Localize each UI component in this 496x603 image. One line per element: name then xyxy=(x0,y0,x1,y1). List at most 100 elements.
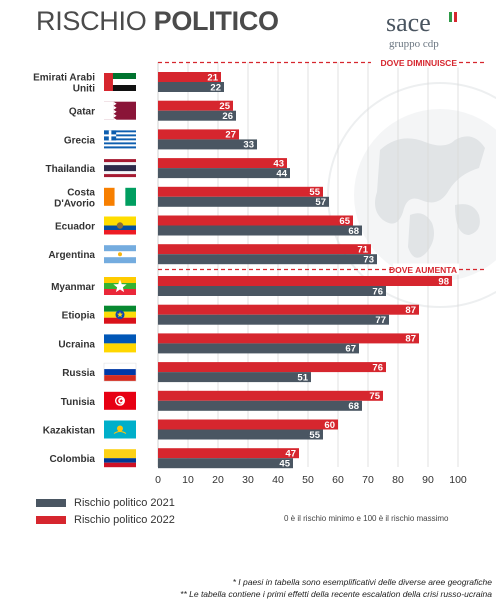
category-label: Uniti xyxy=(73,84,95,95)
uae-flag-icon xyxy=(104,73,136,91)
bar-2021 xyxy=(158,168,290,179)
x-tick-label: 90 xyxy=(422,474,434,486)
bar-2022 xyxy=(158,72,221,82)
bar-2021 xyxy=(158,343,359,354)
x-tick-label: 0 xyxy=(155,474,161,486)
thailand-flag-icon xyxy=(104,159,136,178)
bar-2021 xyxy=(158,314,389,325)
bar-2022 xyxy=(158,276,452,286)
category-label: D'Avorio xyxy=(54,198,95,209)
scale-note: 0 è il rischio minimo e 100 è il rischio… xyxy=(284,514,449,523)
value-label-2022: 65 xyxy=(339,216,350,227)
bar-2021 xyxy=(158,429,323,440)
value-label-2021: 51 xyxy=(297,372,308,383)
bar-2022 xyxy=(158,100,233,111)
bar-2021 xyxy=(158,372,311,383)
logo-sub: gruppo cdp xyxy=(389,38,439,50)
cote-divoire-flag-icon xyxy=(104,187,136,206)
legend-swatch-2021 xyxy=(36,499,66,507)
qatar-flag-icon xyxy=(104,101,136,122)
value-label-2022: 76 xyxy=(372,362,383,373)
bar-2021 xyxy=(158,225,362,236)
bar-2022 xyxy=(158,158,287,169)
category-label: Myanmar xyxy=(51,282,95,293)
bar-2021 xyxy=(158,254,377,265)
title-light: RISCHIO xyxy=(36,6,154,36)
bar-2021 xyxy=(158,139,257,150)
category-label: Grecia xyxy=(64,135,96,146)
value-label-2021: 68 xyxy=(348,401,359,412)
value-label-2021: 77 xyxy=(375,315,386,326)
section-label-bg xyxy=(393,263,459,275)
greece-flag-icon xyxy=(104,130,136,149)
legend-2022: Rischio politico 2022 xyxy=(36,514,175,526)
category-label: Costa xyxy=(67,187,95,198)
value-label-2021: 22 xyxy=(210,82,221,93)
bar-2021 xyxy=(158,400,362,411)
bar-2022 xyxy=(158,448,299,459)
value-label-2022: 87 xyxy=(405,334,416,345)
value-label-2021: 68 xyxy=(348,226,359,237)
legend-swatch-2022 xyxy=(36,516,66,524)
tunisia-flag-icon xyxy=(104,391,136,410)
category-label: Colombia xyxy=(49,454,95,465)
ecuador-flag-icon xyxy=(104,216,136,235)
value-label-2021: 55 xyxy=(309,430,320,441)
logo-brand: sace xyxy=(386,8,431,37)
bar-2021 xyxy=(158,196,329,207)
value-label-2022: 43 xyxy=(273,158,284,169)
value-label-2022: 60 xyxy=(324,420,335,431)
ukraine-flag-icon xyxy=(104,334,136,353)
category-label: Thailandia xyxy=(46,164,96,175)
italy-flag-icon xyxy=(449,12,458,22)
bar-2022 xyxy=(158,129,239,140)
x-tick-label: 70 xyxy=(362,474,374,486)
x-tick-label: 100 xyxy=(449,474,467,486)
category-label: Ecuador xyxy=(55,222,95,233)
bar-2022 xyxy=(158,304,419,315)
bar-2022 xyxy=(158,390,383,401)
bar-2022 xyxy=(158,244,371,255)
x-tick-label: 80 xyxy=(392,474,404,486)
bar-2021 xyxy=(158,458,293,469)
globe-decoration xyxy=(327,82,496,308)
chart-title: RISCHIO POLITICO xyxy=(36,6,279,37)
bar-2022 xyxy=(158,215,353,226)
category-label: Argentina xyxy=(48,250,95,261)
section-label: DOVE DIMINUISCE xyxy=(380,58,457,68)
value-label-2022: 71 xyxy=(357,245,368,256)
value-label-2022: 98 xyxy=(438,276,449,287)
title-bold: POLITICO xyxy=(153,6,279,36)
bar-2022 xyxy=(158,333,419,344)
bar-2022 xyxy=(158,419,338,430)
footnote-2: ** Le tabella contiene i primi effetti d… xyxy=(180,589,492,599)
section-label-bg xyxy=(371,56,459,68)
bar-2022 xyxy=(158,362,386,373)
russia-flag-icon xyxy=(103,362,137,382)
section-label: DOVE AUMENTA xyxy=(389,265,457,275)
value-label-2021: 33 xyxy=(243,140,254,151)
continents-shape xyxy=(375,136,485,258)
value-label-2022: 87 xyxy=(405,305,416,316)
bar-2022 xyxy=(158,186,323,197)
legend-2021: Rischio politico 2021 xyxy=(36,497,175,509)
value-label-2021: 76 xyxy=(372,286,383,297)
bar-2021 xyxy=(158,110,236,121)
value-label-2022: 25 xyxy=(219,101,230,112)
value-label-2022: 55 xyxy=(309,187,320,198)
x-tick-label: 60 xyxy=(332,474,344,486)
x-tick-label: 50 xyxy=(302,474,314,486)
value-label-2022: 75 xyxy=(369,391,380,402)
x-tick-label: 10 xyxy=(182,474,194,486)
category-label: Kazakistan xyxy=(43,426,95,437)
globe-ring-outer xyxy=(327,82,496,308)
category-label: Emirati Arabi xyxy=(33,73,95,84)
argentina-flag-icon xyxy=(104,245,136,264)
category-label: Tunisia xyxy=(61,397,96,408)
x-tick-label: 20 xyxy=(212,474,224,486)
value-label-2021: 57 xyxy=(315,197,326,208)
legend-label-2021: Rischio politico 2021 xyxy=(74,497,175,509)
kazakhstan-flag-icon xyxy=(104,420,136,439)
value-label-2021: 45 xyxy=(279,459,290,470)
value-label-2022: 27 xyxy=(225,130,236,141)
